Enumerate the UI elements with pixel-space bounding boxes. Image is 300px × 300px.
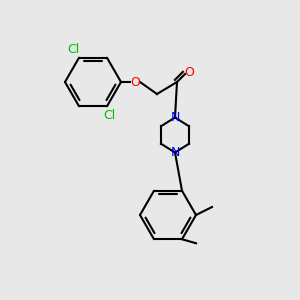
Text: O: O: [184, 65, 194, 79]
Text: Cl: Cl: [67, 43, 79, 56]
Text: O: O: [130, 76, 140, 88]
Text: Cl: Cl: [103, 109, 115, 122]
Text: N: N: [170, 146, 180, 159]
Text: N: N: [170, 111, 180, 124]
